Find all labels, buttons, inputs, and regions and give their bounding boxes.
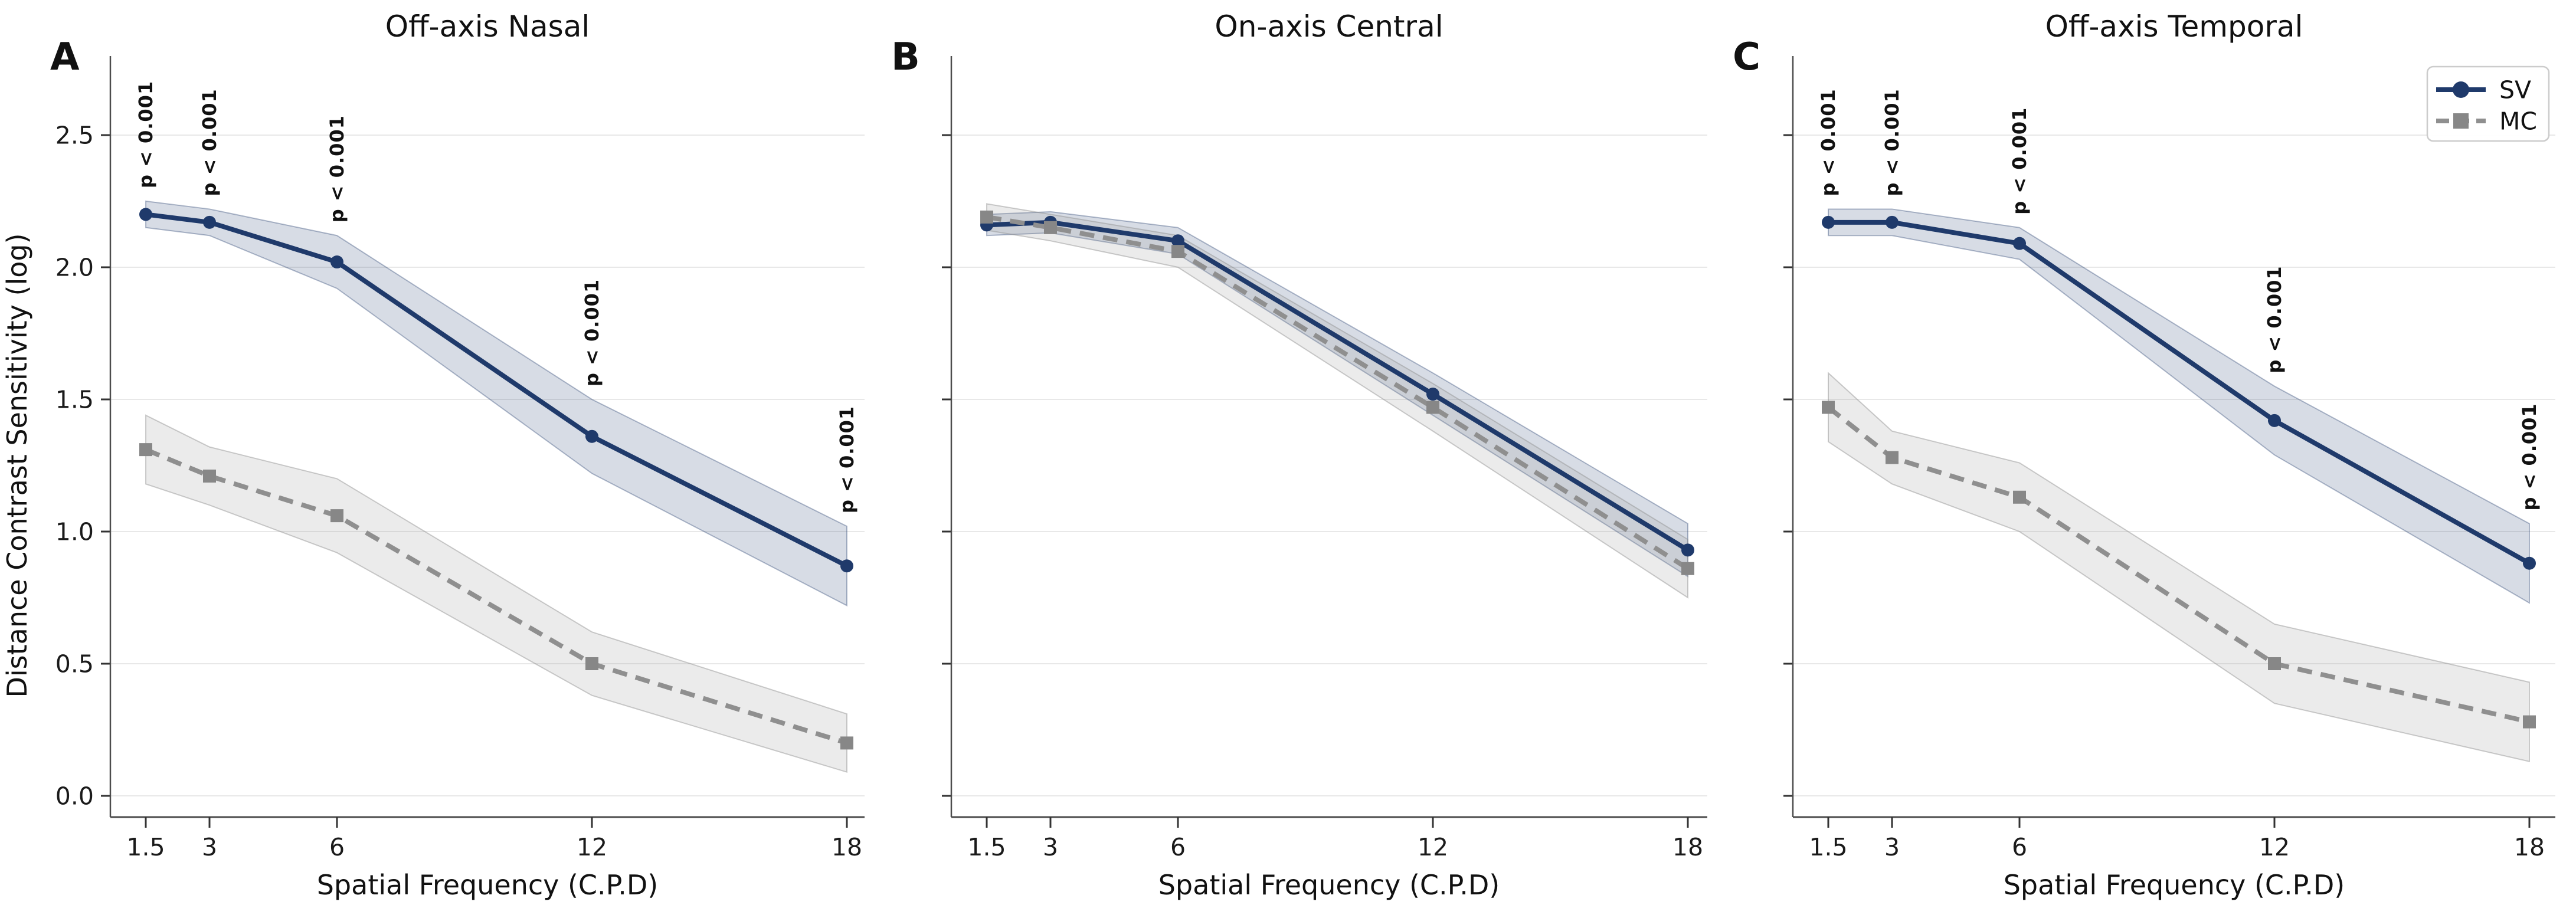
legend-sv-label: SV: [2499, 76, 2531, 104]
legend-mc-square-icon: [2453, 113, 2469, 129]
p-value-annotation: p < 0.001: [326, 115, 348, 222]
p-value-annotation: p < 0.001: [1817, 88, 1839, 196]
x-tick-label: 1.5: [1809, 833, 1847, 861]
panel-A: Off-axis Nasal A 0.0 0.5 1.0 1.5 2.0 2.5 1.5 3 6…: [1, 9, 865, 901]
panel-B: On-axis Central B 1.5 3 6 12 18 Spatial Freq…: [891, 9, 1707, 901]
y-tick-label: 1.0: [55, 517, 94, 546]
mc-marker: [139, 443, 152, 457]
y-axis-label: Distance Contrast Sensitivity (log): [1, 233, 33, 697]
legend-sv-sample: [2436, 81, 2486, 98]
p-value-annotation: p < 0.001: [836, 406, 858, 513]
mc-marker: [203, 469, 216, 483]
legend-mc-label: MC: [2499, 107, 2537, 135]
legend: SV MC: [2426, 65, 2550, 142]
mc-marker: [1044, 221, 1057, 234]
sv-marker: [1822, 215, 1835, 229]
sv-marker: [2013, 237, 2026, 250]
y-tick-label: 0.0: [55, 782, 94, 810]
sv-marker: [1171, 234, 1184, 248]
legend-mc-sample: [2436, 113, 2486, 129]
x-tick-label: 6: [1170, 833, 1186, 861]
panel-B-plot: 1.5 3 6 12 18: [942, 56, 1707, 861]
panel-A-title: Off-axis Nasal: [385, 9, 590, 44]
mc-marker: [1681, 562, 1694, 575]
x-tick-label: 3: [1043, 833, 1058, 861]
panel-C-letter: C: [1733, 35, 1760, 79]
x-tick-label: 6: [329, 833, 345, 861]
sv-marker: [585, 429, 598, 443]
x-tick-label: 18: [2514, 833, 2545, 861]
p-value-annotation: p < 0.001: [198, 88, 221, 196]
sv-marker: [2523, 556, 2536, 570]
sv-confidence-band: [145, 200, 847, 607]
p-value-annotation: p < 0.001: [2008, 107, 2031, 215]
sv-marker: [1426, 388, 1439, 401]
y-tick-label: 0.5: [55, 650, 94, 678]
mc-marker: [585, 657, 598, 670]
sv-marker: [203, 215, 216, 229]
x-tick-label: 1.5: [126, 833, 165, 861]
mc-marker: [1886, 451, 1899, 464]
mc-marker: [980, 210, 993, 224]
mc-marker: [1426, 401, 1439, 414]
mc-marker: [330, 509, 343, 523]
panel-C-plot: 1.5 3 6 12 18 p < 0.001 p < 0.001 p < 0.001 p < …: [1783, 56, 2555, 861]
x-tick-label: 3: [202, 833, 217, 861]
p-value-annotation: p < 0.001: [581, 279, 603, 386]
sv-marker: [840, 559, 853, 573]
mc-marker: [840, 736, 853, 750]
panel-A-plot: 0.0 0.5 1.0 1.5 2.0 2.5 1.5 3 6 12 18 p < 0.001 p < …: [55, 56, 865, 861]
sv-marker: [330, 255, 343, 269]
legend-sv-circle-icon: [2453, 81, 2469, 98]
mc-marker: [1822, 401, 1835, 414]
x-tick-label: 3: [1884, 833, 1900, 861]
mc-confidence-band: [1828, 371, 2530, 763]
y-tick-label: 2.0: [55, 253, 94, 281]
p-value-annotation: p < 0.001: [135, 81, 157, 188]
x-tick-label: 12: [1418, 833, 1448, 861]
sv-marker: [2268, 414, 2281, 427]
mc-marker: [1171, 245, 1184, 258]
mc-confidence-band: [986, 203, 1688, 599]
panel-B-letter: B: [891, 35, 920, 79]
x-tick-label: 12: [2259, 833, 2290, 861]
sv-marker: [1681, 543, 1694, 557]
mc-marker: [2268, 657, 2281, 670]
panel-C: Off-axis Temporal C 1.5 3 6 12 18 p < 0.001 p …: [1733, 9, 2555, 901]
mc-confidence-band: [145, 414, 847, 773]
x-tick-label: 18: [832, 833, 862, 861]
p-value-annotation: p < 0.001: [2263, 265, 2286, 373]
panel-C-title: Off-axis Temporal: [2045, 9, 2303, 44]
x-tick-label: 18: [1672, 833, 1703, 861]
panel-B-title: On-axis Central: [1215, 9, 1443, 44]
panel-A-x-axis-label: Spatial Frequency (C.P.D): [317, 869, 659, 901]
panel-B-x-axis-label: Spatial Frequency (C.P.D): [1158, 869, 1500, 901]
x-tick-label: 12: [577, 833, 607, 861]
p-value-annotation: p < 0.001: [2518, 403, 2541, 510]
mc-marker: [2523, 715, 2536, 729]
panel-A-letter: A: [50, 35, 80, 79]
sv-confidence-band: [1828, 208, 2530, 604]
x-tick-label: 6: [2012, 833, 2027, 861]
panel-C-x-axis-label: Spatial Frequency (C.P.D): [2004, 869, 2345, 901]
y-tick-label: 2.5: [55, 121, 94, 149]
sv-confidence-band: [986, 211, 1688, 578]
sv-marker: [139, 208, 152, 221]
mc-marker: [2013, 490, 2026, 504]
p-value-annotation: p < 0.001: [1881, 88, 1903, 196]
x-tick-label: 1.5: [967, 833, 1006, 861]
y-tick-label: 1.5: [55, 385, 94, 414]
sv-marker: [1886, 215, 1899, 229]
